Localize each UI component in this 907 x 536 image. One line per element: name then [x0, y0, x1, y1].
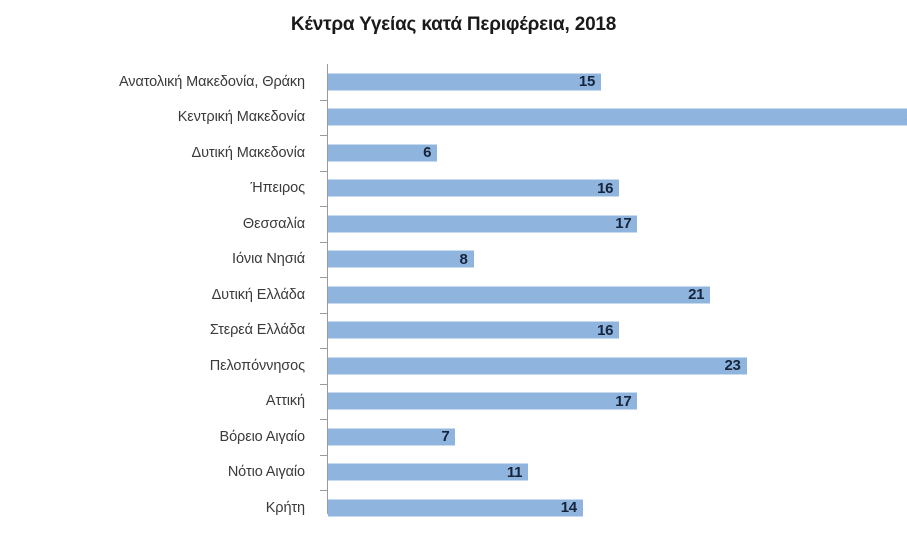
bar-value-label: 6: [423, 144, 432, 162]
bar-row: Πελοπόννησος 23: [0, 348, 907, 384]
category-label: Κεντρική Μακεδονία: [177, 109, 305, 126]
bar-group[interactable]: 33: [328, 108, 907, 126]
bar-group[interactable]: 16: [328, 321, 620, 339]
category-label: Θεσσαλία: [242, 215, 305, 232]
tick-mark: [320, 206, 327, 207]
tick-mark: [320, 454, 327, 456]
bar-group[interactable]: 15: [328, 73, 601, 91]
bar-row: Βόρειο Αιγαίο 7: [0, 419, 907, 455]
bar-row: Κεντρική Μακεδονία 33: [0, 100, 907, 136]
bar[interactable]: [328, 144, 438, 162]
category-label: Δυτική Ελλάδα: [211, 286, 306, 303]
bar-row: Ήπειρος 16: [0, 171, 907, 207]
bar[interactable]: [328, 73, 601, 91]
category-axis-line: [327, 64, 328, 514]
bar[interactable]: [328, 286, 711, 304]
bar-row: Νότιο Αιγαίο 11: [0, 455, 907, 491]
bar-row: Θεσσαλία 17: [0, 206, 907, 242]
category-label: Ήπειρος: [250, 180, 306, 197]
bar-group[interactable]: 21: [328, 286, 711, 304]
bar-value-label: 17: [615, 215, 632, 233]
bar-group[interactable]: 17: [328, 392, 638, 410]
bar-row: Δυτική Μακεδονία 6: [0, 135, 907, 171]
tick-mark: [320, 312, 327, 314]
category-label: Αττική: [265, 393, 305, 410]
bar-value-label: 11: [506, 463, 523, 481]
bar-value-label: 7: [441, 428, 450, 446]
bar-value-label: 15: [578, 73, 595, 91]
bar-group[interactable]: 23: [328, 357, 747, 375]
bar-value-label: 14: [560, 499, 577, 517]
bar[interactable]: [328, 392, 638, 410]
bar[interactable]: [328, 108, 907, 126]
bar[interactable]: [328, 357, 747, 375]
bar-row: Αττική 17: [0, 384, 907, 420]
bar-value-label: 8: [459, 250, 468, 268]
bar-group[interactable]: 16: [328, 179, 620, 197]
category-label: Ιόνια Νησιά: [232, 251, 305, 268]
bar-value-label: 21: [688, 286, 705, 304]
tick-mark: [320, 419, 327, 420]
bar-row: Στερεά Ελλάδα 16: [0, 313, 907, 349]
bar[interactable]: [328, 499, 583, 517]
category-label: Κρήτη: [265, 499, 305, 516]
tick-mark: [320, 241, 327, 243]
tick-mark: [320, 348, 327, 349]
bar-group[interactable]: 7: [328, 428, 456, 446]
tick-mark: [320, 99, 327, 101]
tick-mark: [320, 135, 327, 136]
bar-row: Ανατολική Μακεδονία, Θράκη 15: [0, 64, 907, 100]
tick-mark: [320, 277, 327, 278]
bar-value-label: 16: [597, 321, 614, 339]
category-label: Ανατολική Μακεδονία, Θράκη: [118, 73, 305, 90]
category-label: Στερεά Ελλάδα: [209, 322, 305, 339]
bar-value-label: 17: [615, 392, 632, 410]
bar[interactable]: [328, 428, 456, 446]
bar-group[interactable]: 17: [328, 215, 638, 233]
category-label: Δυτική Μακεδονία: [191, 144, 306, 161]
bar[interactable]: [328, 215, 638, 233]
bar-group[interactable]: 14: [328, 499, 583, 517]
category-label: Νότιο Αιγαίο: [227, 464, 305, 481]
bar-group[interactable]: 8: [328, 250, 474, 268]
category-label: Βόρειο Αιγαίο: [219, 428, 306, 445]
bar-value-label: 16: [597, 179, 614, 197]
bar-value-label: 23: [724, 357, 741, 375]
bar[interactable]: [328, 250, 474, 268]
bar[interactable]: [328, 321, 620, 339]
bar[interactable]: [328, 463, 529, 481]
bar-row: Δυτική Ελλάδα 21: [0, 277, 907, 313]
tick-mark: [320, 170, 327, 172]
chart-title: Κέντρα Υγείας κατά Περιφέρεια, 2018: [290, 14, 617, 35]
bar-row: Ιόνια Νησιά 8: [0, 242, 907, 278]
bar-group[interactable]: 11: [328, 463, 529, 481]
tick-mark: [320, 383, 327, 385]
bar[interactable]: [328, 179, 620, 197]
bar-group[interactable]: 6: [328, 144, 438, 162]
bar-row: Κρήτη 14: [0, 490, 907, 526]
tick-mark: [320, 490, 327, 491]
category-label: Πελοπόννησος: [209, 357, 305, 374]
